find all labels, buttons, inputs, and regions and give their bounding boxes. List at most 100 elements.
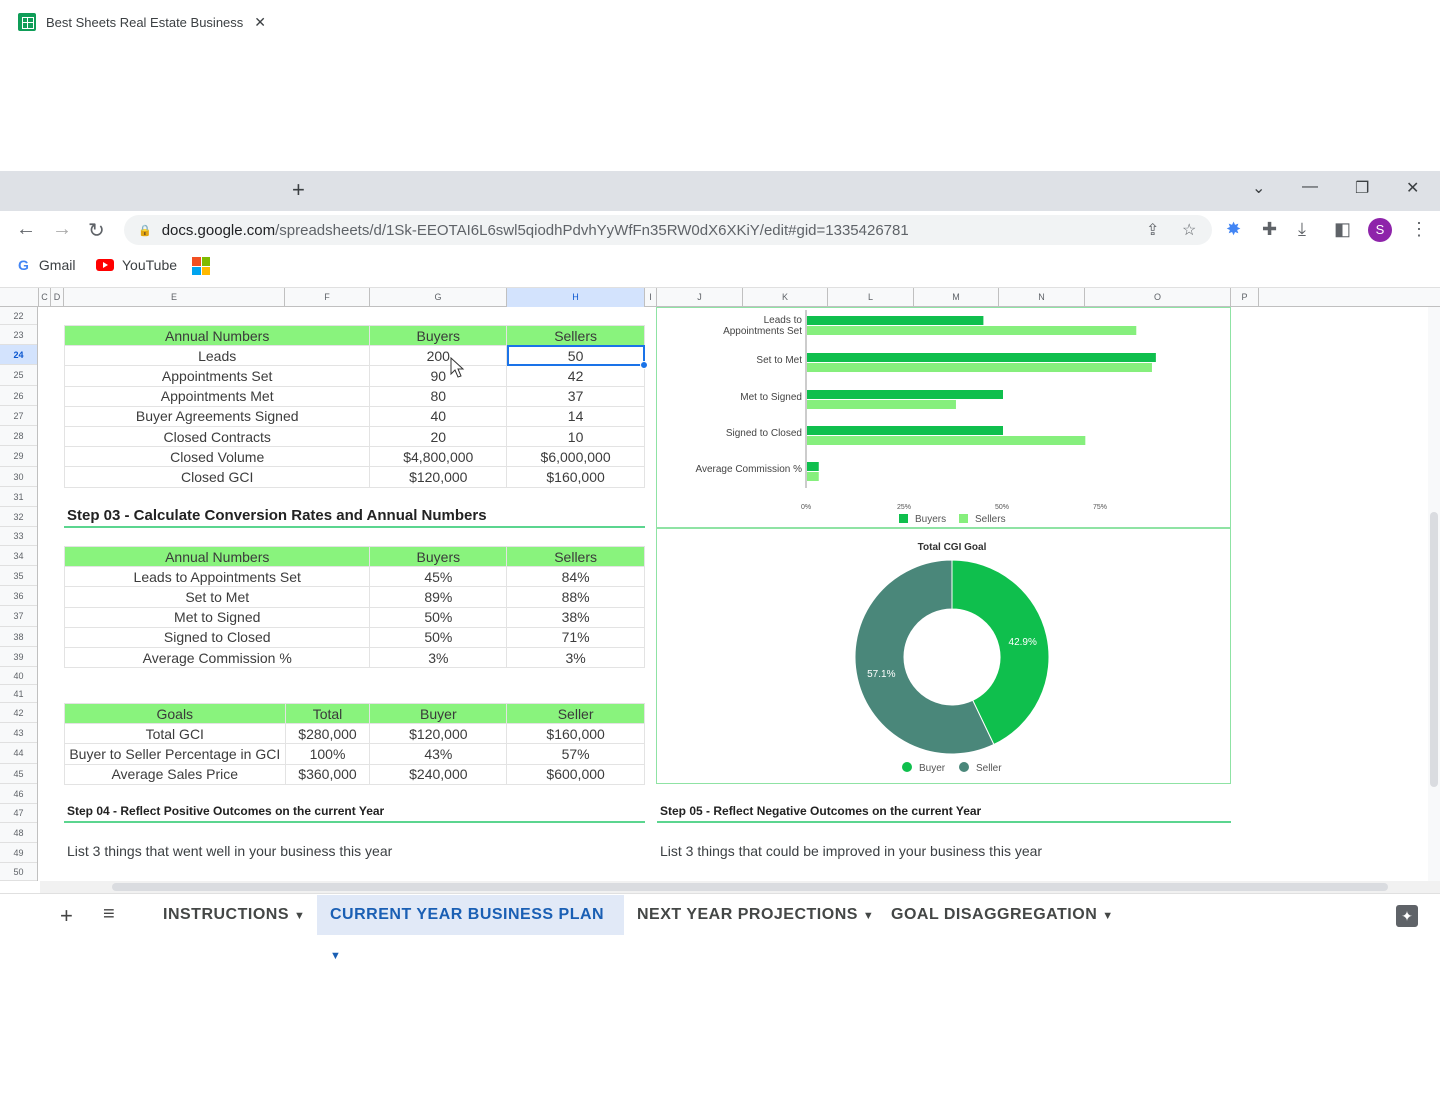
share-icon[interactable]: ⇪ <box>1146 222 1160 239</box>
scroll-thumb[interactable] <box>1430 512 1438 787</box>
forward-icon[interactable]: → <box>52 218 72 240</box>
explore-icon[interactable]: ✦ <box>1396 905 1418 927</box>
cell[interactable]: Closed GCI <box>63 466 371 488</box>
header-cell[interactable]: Seller <box>506 702 645 725</box>
all-sheets-menu-icon[interactable]: ≡ <box>103 903 115 925</box>
header-cell[interactable]: Sellers <box>506 324 645 347</box>
row-header[interactable]: 23 <box>0 325 37 345</box>
reload-icon[interactable]: ↻ <box>88 220 105 242</box>
row-header[interactable]: 28 <box>0 426 37 446</box>
cell[interactable]: Met to Signed <box>63 606 371 628</box>
cell[interactable]: $240,000 <box>369 763 508 785</box>
side-panel-icon[interactable]: ◧ <box>1334 219 1352 239</box>
horizontal-scrollbar[interactable] <box>40 881 1440 893</box>
caret-down-icon[interactable]: ▼ <box>293 910 306 922</box>
close-tab-icon[interactable]: ✕ <box>254 13 266 30</box>
cell[interactable]: 89% <box>369 586 508 608</box>
row-header[interactable]: 25 <box>0 365 37 386</box>
extensions-puzzle-icon[interactable]: ✚ <box>1262 219 1278 239</box>
header-cell[interactable]: Goals <box>64 702 286 725</box>
column-header[interactable]: H <box>507 288 645 307</box>
microsoft-icon[interactable] <box>192 257 210 275</box>
row-header[interactable]: 24 <box>0 345 37 365</box>
column-header[interactable]: F <box>285 288 370 307</box>
header-cell[interactable]: Total <box>284 702 371 725</box>
cell[interactable]: Leads to Appointments Set <box>63 566 371 588</box>
selected-cell-outline[interactable] <box>507 345 648 369</box>
row-header[interactable]: 38 <box>0 627 37 647</box>
row-header[interactable]: 48 <box>0 823 37 843</box>
row-header[interactable]: 32 <box>0 507 37 527</box>
cell[interactable]: Closed Volume <box>63 446 371 468</box>
row-header[interactable]: 50 <box>0 863 37 881</box>
row-header[interactable]: 35 <box>0 566 37 586</box>
cell[interactable]: Appointments Set <box>63 365 371 387</box>
header-cell[interactable]: Sellers <box>506 545 645 568</box>
row-header[interactable]: 44 <box>0 743 37 764</box>
sheet-tab-next-year[interactable]: NEXT YEAR PROJECTIONS ▼ <box>624 895 887 935</box>
row-header[interactable]: 45 <box>0 764 37 784</box>
column-header[interactable]: O <box>1085 288 1231 307</box>
cell[interactable]: 40 <box>369 405 508 427</box>
cell[interactable]: Closed Contracts <box>63 425 371 448</box>
conversion-bar-chart[interactable]: Leads to Appointments Set Set to Met Met to… <box>656 307 1231 528</box>
profile-avatar[interactable]: S <box>1368 218 1392 242</box>
restore-icon[interactable]: ❐ <box>1355 180 1370 197</box>
column-header[interactable]: E <box>64 288 285 307</box>
header-cell[interactable]: Annual Numbers <box>63 324 371 347</box>
address-bar[interactable]: 🔒 docs.google.com/spreadsheets/d/1Sk-EEO… <box>124 215 1212 245</box>
row-header[interactable]: 22 <box>0 307 37 325</box>
cell[interactable]: 90 <box>369 365 508 387</box>
cell[interactable]: Buyer to Seller Percentage in GCI <box>64 743 286 765</box>
cell[interactable]: 43% <box>369 743 508 765</box>
header-cell[interactable]: Buyer <box>369 702 508 725</box>
bookmark-star-icon[interactable]: ☆ <box>1182 222 1197 239</box>
cell[interactable]: 200 <box>369 345 508 367</box>
cell[interactable]: Total GCI <box>64 723 286 745</box>
cell[interactable]: 37 <box>506 385 645 407</box>
row-header[interactable]: 36 <box>0 586 37 606</box>
row-header[interactable]: 46 <box>0 784 37 804</box>
column-header[interactable]: L <box>828 288 914 307</box>
cell[interactable]: 42 <box>506 365 645 387</box>
column-header[interactable]: P <box>1231 288 1259 307</box>
cell[interactable]: 100% <box>284 743 371 765</box>
back-icon[interactable]: ← <box>16 218 36 240</box>
cell[interactable]: 3% <box>506 646 645 669</box>
column-header[interactable]: N <box>999 288 1085 307</box>
cell[interactable]: $360,000 <box>284 763 371 785</box>
cell[interactable]: $160,000 <box>506 466 645 488</box>
row-header[interactable]: 31 <box>0 487 37 507</box>
header-cell[interactable]: Annual Numbers <box>63 545 371 568</box>
cell[interactable]: 57% <box>506 743 645 765</box>
row-header[interactable]: 26 <box>0 386 37 406</box>
add-sheet-icon[interactable]: + <box>60 903 73 928</box>
column-header[interactable]: I <box>645 288 657 307</box>
cell[interactable]: 50% <box>369 626 508 648</box>
bookmark-gmail[interactable]: G Gmail <box>18 257 75 273</box>
column-header[interactable]: D <box>51 288 64 307</box>
cell[interactable]: $160,000 <box>506 723 645 745</box>
column-header[interactable]: J <box>657 288 743 307</box>
row-header[interactable]: 49 <box>0 843 37 863</box>
header-cell[interactable]: Buyers <box>369 324 508 347</box>
cell[interactable]: 50% <box>369 606 508 628</box>
cell[interactable]: 38% <box>506 606 645 628</box>
caret-down-icon[interactable]: ▼ <box>862 910 875 922</box>
sheet-tab-instructions[interactable]: INSTRUCTIONS ▼ <box>150 895 318 935</box>
header-cell[interactable]: Buyers <box>369 545 508 568</box>
caret-down-icon[interactable]: ▼ <box>330 950 342 962</box>
cell[interactable]: $6,000,000 <box>506 446 645 468</box>
row-header[interactable]: 42 <box>0 703 37 723</box>
tab-search-icon[interactable]: ⌄ <box>1252 180 1266 197</box>
cell[interactable]: $4,800,000 <box>369 446 508 468</box>
row-header[interactable]: 43 <box>0 723 37 743</box>
step-04-prompt[interactable]: List 3 things that went well in your bus… <box>67 843 393 859</box>
gci-donut-chart[interactable]: Total CGI Goal 42.9% 57.1% Buyer Seller <box>656 528 1231 784</box>
step-05-prompt[interactable]: List 3 things that could be improved in … <box>660 843 1043 859</box>
row-header[interactable]: 37 <box>0 606 37 627</box>
fill-handle[interactable] <box>640 361 648 369</box>
cell[interactable]: 14 <box>506 405 645 427</box>
cell[interactable]: Appointments Met <box>63 385 371 407</box>
column-header[interactable]: M <box>914 288 999 307</box>
